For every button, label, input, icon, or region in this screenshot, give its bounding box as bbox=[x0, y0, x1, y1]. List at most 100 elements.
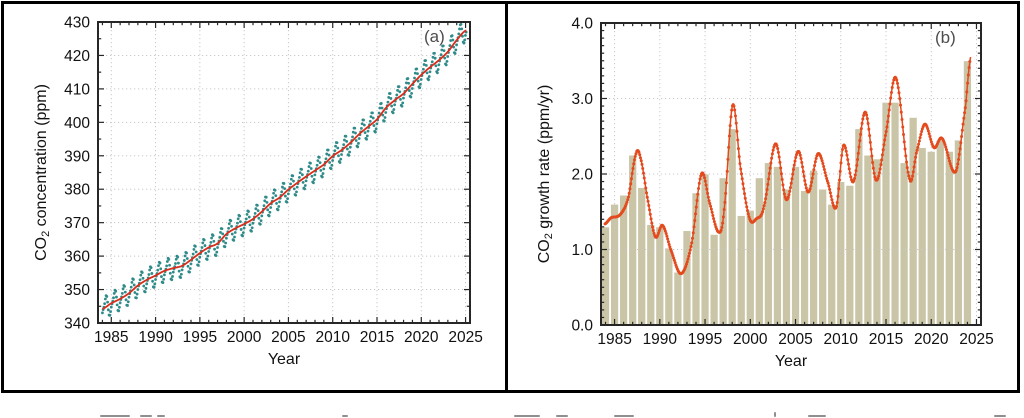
bar-year-2005 bbox=[791, 166, 800, 325]
bar-year-2003 bbox=[773, 166, 782, 325]
bar-year-2015 bbox=[881, 101, 891, 325]
bar-year-1989 bbox=[646, 224, 656, 325]
axis-ticks bbox=[601, 22, 981, 326]
bar-year-1988 bbox=[637, 187, 647, 325]
y-tick-label: 380 bbox=[64, 182, 90, 199]
bar-year-2014 bbox=[872, 158, 882, 325]
x-tick-label: 2025 bbox=[448, 329, 482, 346]
y-tick-label: 340 bbox=[64, 316, 90, 333]
x-tick-label: 2020 bbox=[914, 331, 949, 348]
y-tick-label: 2.0 bbox=[571, 167, 593, 184]
x-tick-label: 1995 bbox=[688, 331, 722, 348]
grid-lines bbox=[98, 22, 470, 323]
bar-year-2016 bbox=[890, 101, 900, 325]
caption-fragment bbox=[994, 415, 1006, 417]
tick-labels: 1985 1990 1995 2000 2005 2010 2015 2020 2025 0.0 1… bbox=[571, 16, 993, 349]
bar-year-1994 bbox=[691, 192, 701, 325]
y-tick-label: 430 bbox=[64, 15, 90, 32]
caption-fragment bbox=[614, 415, 634, 417]
y-tick-label: 370 bbox=[64, 215, 90, 232]
bar-year-2011 bbox=[845, 184, 855, 325]
bar-year-2023 bbox=[953, 139, 963, 325]
bar-year-1998 bbox=[727, 128, 737, 325]
bar-year-1986 bbox=[619, 194, 629, 325]
x-tick-label: 1985 bbox=[94, 329, 128, 346]
y-tick-label: 4.0 bbox=[571, 16, 593, 33]
y-axis-title: CO2 concentration (ppm) bbox=[33, 84, 52, 261]
x-tick-label: 2020 bbox=[404, 329, 439, 346]
y-axis-title: CO2 growth rate (ppm/yr) bbox=[536, 85, 555, 264]
y-tick-label: 3.0 bbox=[571, 91, 593, 108]
caption-fragment bbox=[157, 415, 165, 417]
bar-year-2010 bbox=[836, 181, 846, 325]
cropped-caption-strip bbox=[0, 396, 1024, 418]
panel-label: (a) bbox=[424, 27, 445, 46]
y-tick-label: 400 bbox=[64, 115, 90, 132]
caption-fragment bbox=[140, 415, 152, 417]
x-tick-label: 2010 bbox=[315, 329, 350, 346]
bar-year-2019 bbox=[917, 147, 927, 325]
x-tick-label: 2010 bbox=[824, 331, 859, 348]
x-tick-label: 2005 bbox=[271, 329, 305, 346]
bar-year-2017 bbox=[899, 162, 909, 325]
co2-growth-rate-chart: 1985 1990 1995 2000 2005 2010 2015 2020 2025 0.0 1… bbox=[536, 16, 994, 371]
grid-lines bbox=[601, 23, 981, 325]
tick-labels: 1985 1990 1995 2000 2005 2010 2015 2020 2025 340 3… bbox=[64, 15, 483, 347]
bar-year-1997 bbox=[718, 177, 728, 325]
x-tick-label: 2000 bbox=[733, 331, 768, 348]
growth-rate-curve bbox=[603, 56, 972, 276]
bar-year-1992 bbox=[673, 271, 683, 325]
bar-year-2012 bbox=[854, 128, 864, 325]
monthly-co2-dots bbox=[101, 22, 468, 317]
bar-year-1991 bbox=[664, 247, 674, 325]
x-tick-label: 1995 bbox=[183, 329, 217, 346]
bar-year-2001 bbox=[754, 177, 764, 325]
x-tick-label: 2005 bbox=[778, 331, 812, 348]
bar-year-2009 bbox=[827, 203, 837, 325]
panel-divider bbox=[505, 1, 508, 393]
caption-fragment bbox=[514, 415, 540, 417]
x-axis-title: Year bbox=[775, 353, 808, 370]
growth-rate-bars bbox=[601, 60, 972, 325]
y-tick-label: 350 bbox=[64, 282, 90, 299]
caption-fragment bbox=[556, 415, 568, 417]
bar-year-2018 bbox=[908, 116, 918, 325]
x-tick-label: 2015 bbox=[869, 331, 903, 348]
x-tick-label: 1985 bbox=[597, 331, 631, 348]
bar-year-2002 bbox=[763, 162, 773, 325]
plot-frame bbox=[97, 21, 471, 324]
x-tick-label: 1990 bbox=[138, 329, 173, 346]
bar-year-1987 bbox=[628, 154, 638, 325]
bar-year-1993 bbox=[682, 230, 692, 325]
caption-fragment bbox=[100, 415, 130, 417]
bar-year-2020 bbox=[926, 150, 936, 325]
y-tick-label: 360 bbox=[64, 249, 90, 266]
caption-fragment bbox=[808, 415, 826, 417]
bar-year-2006 bbox=[800, 190, 809, 325]
x-axis-title: Year bbox=[268, 351, 301, 368]
x-tick-label: 2000 bbox=[227, 329, 262, 346]
y-tick-label: 390 bbox=[64, 148, 90, 165]
bar-year-2004 bbox=[782, 188, 791, 325]
bar-year-1985 bbox=[610, 203, 619, 325]
x-tick-label: 2025 bbox=[959, 331, 993, 348]
caption-fragment bbox=[774, 412, 776, 417]
y-tick-label: 1.0 bbox=[571, 242, 593, 259]
panel-label: (b) bbox=[935, 28, 956, 47]
bar-year-2022 bbox=[944, 150, 954, 325]
co2-trend-line bbox=[102, 29, 467, 310]
x-tick-label: 1990 bbox=[643, 331, 678, 348]
bar-year-1996 bbox=[709, 233, 719, 325]
bar-year-2008 bbox=[818, 188, 828, 325]
bar-year-2021 bbox=[935, 139, 945, 325]
bar-year-1999 bbox=[736, 215, 746, 325]
y-tick-label: 420 bbox=[64, 48, 90, 65]
bar-year-2024 bbox=[963, 60, 972, 325]
bar-year-2007 bbox=[809, 169, 819, 325]
axis-ticks bbox=[98, 21, 470, 324]
x-tick-label: 2015 bbox=[360, 329, 394, 346]
y-tick-label: 0.0 bbox=[571, 318, 593, 335]
co2-concentration-chart: 1985 1990 1995 2000 2005 2010 2015 2020 2025 340 3… bbox=[33, 15, 483, 369]
caption-fragment bbox=[342, 415, 348, 417]
